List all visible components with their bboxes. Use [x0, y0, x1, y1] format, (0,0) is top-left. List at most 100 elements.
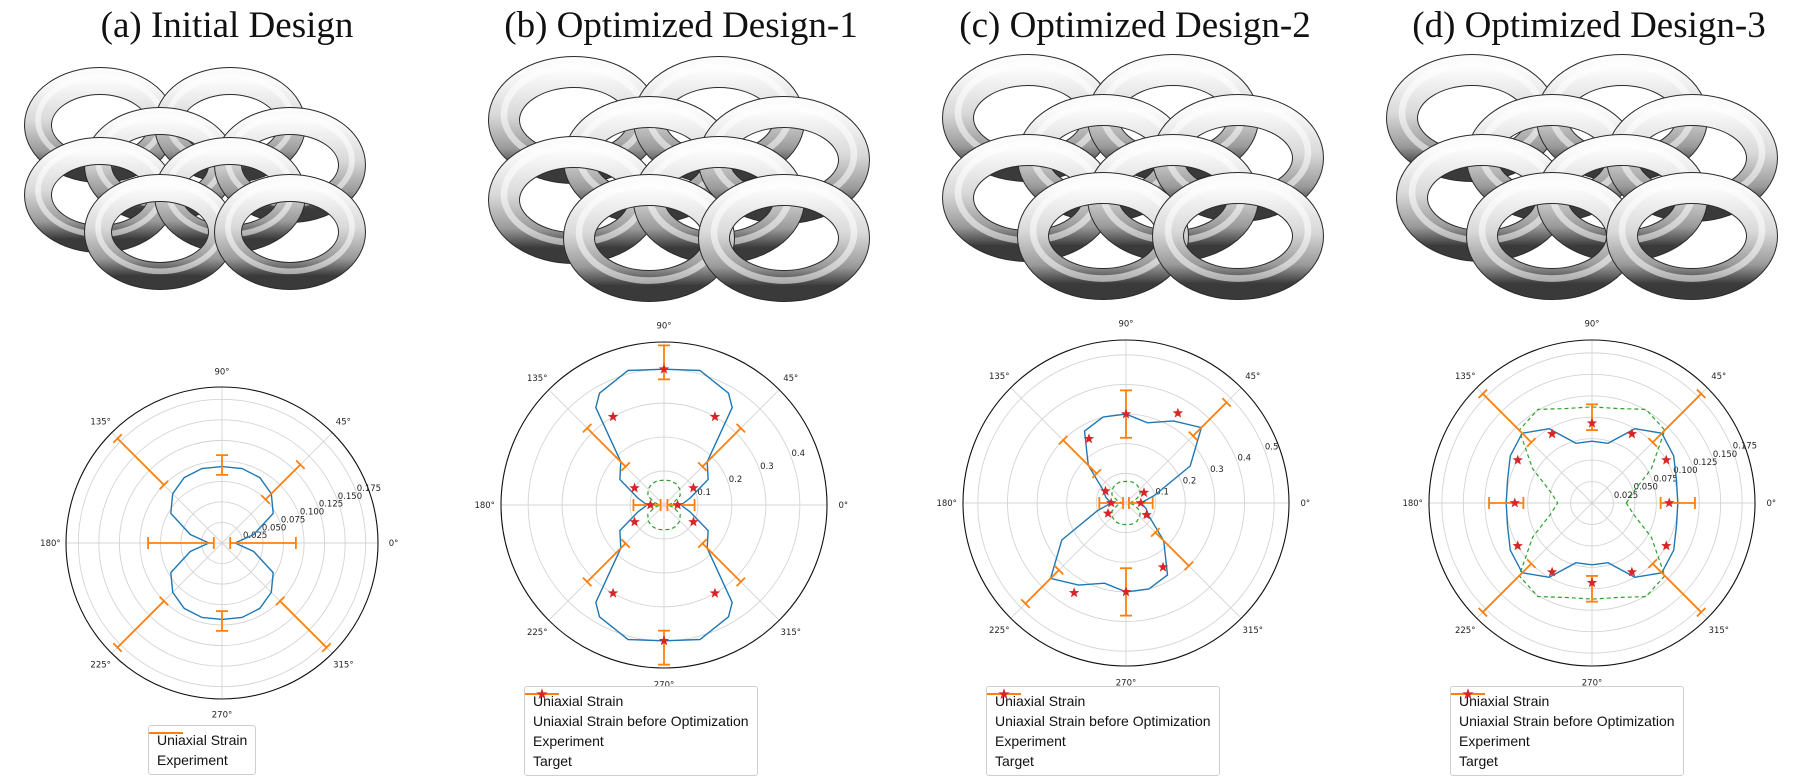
experiment-errorbar-cap — [1054, 565, 1064, 575]
legend-label: Target — [995, 753, 1034, 769]
experiment-errorbar-cap — [159, 480, 169, 490]
target-star-marker — [1626, 566, 1638, 577]
theta-tick-label: 90° — [1118, 320, 1133, 330]
experiment-errorbar-cap — [697, 461, 708, 472]
target-star-marker — [1120, 586, 1132, 597]
legend-entry-target: ★ Target — [995, 687, 1211, 771]
theta-tick-label: 225° — [527, 628, 547, 638]
target-star-marker — [1120, 408, 1132, 419]
r-tick-label: 0.075 — [281, 515, 305, 525]
theta-tick-label: 270° — [1582, 678, 1602, 688]
theta-tick-label: 180° — [40, 539, 60, 549]
theta-tick-label: 180° — [1402, 499, 1422, 509]
r-tick-label: 0.1 — [1155, 488, 1169, 498]
polar-frame — [65, 386, 379, 700]
panel-title: (c) Optimized Design-2 — [959, 5, 1311, 46]
experiment-errorbar-cap — [735, 423, 746, 434]
theta-tick-label: 0° — [1300, 499, 1310, 509]
experiment-errorbar-cap — [582, 423, 593, 434]
torus-ring — [1606, 172, 1778, 300]
target-star-marker — [629, 482, 640, 493]
r-tick-label: 0.025 — [243, 531, 267, 541]
legend-label: Experiment — [1459, 733, 1530, 749]
chart-legend: Uniaxial Strain Uniaxial Strain before O… — [524, 686, 758, 776]
experiment-errorbar-cap — [1647, 437, 1658, 448]
chain-mail-rendering — [24, 67, 366, 290]
experiment-errorbar-cap — [275, 596, 285, 606]
r-tick-label: 0.4 — [791, 449, 805, 459]
experiment-errorbar — [116, 600, 165, 649]
legend-label: Uniaxial Strain — [995, 693, 1086, 709]
r-tick-label: 0.125 — [1693, 458, 1717, 468]
target-star-marker — [1141, 509, 1152, 520]
experiment-errorbar-cap — [112, 433, 123, 444]
legend-label: Target — [1459, 753, 1498, 769]
r-tick-label: 0.025 — [1614, 491, 1638, 501]
target-star-marker — [645, 499, 656, 510]
experiment-errorbar-cap — [1526, 558, 1537, 569]
chart-legend: Uniaxial Strain Experiment — [148, 725, 257, 775]
theta-tick-label: 225° — [989, 626, 1009, 636]
target-star-marker — [1664, 497, 1675, 508]
legend-label: Uniaxial Strain — [1459, 693, 1550, 709]
legend-label: Experiment — [533, 733, 604, 749]
experiment-errorbar — [1024, 569, 1060, 605]
theta-tick-label: 135° — [1455, 372, 1475, 382]
target-star-marker — [1135, 497, 1146, 508]
target-star-marker — [672, 499, 683, 510]
panel-optimized-design-1: (b) Optimized Design-1 0° 45° 90° 135° 180° 2… — [454, 0, 908, 782]
theta-tick-label: 135° — [90, 418, 110, 428]
target-star-marker — [1068, 587, 1080, 598]
r-tick-label: 0.125 — [319, 500, 343, 510]
legend-entry-model: Uniaxial Strain — [987, 691, 1211, 711]
legend-entry-experiment: Experiment — [987, 693, 1211, 751]
experiment-errorbar — [1652, 563, 1702, 613]
theta-tick-label: 90° — [656, 322, 671, 332]
target-star-marker — [607, 587, 619, 598]
polar-frame — [962, 339, 1290, 667]
r-tick-label: 0.100 — [1673, 466, 1697, 476]
r-tick-label: 0.3 — [760, 462, 774, 472]
experiment-errorbar-cap — [1696, 607, 1707, 618]
svg-text:★: ★ — [997, 687, 1010, 701]
experiment-errorbar-cap — [1188, 431, 1198, 441]
theta-tick-label: 270° — [654, 680, 674, 690]
theta-tick-label: 180° — [474, 501, 494, 511]
torus-ring — [1152, 172, 1324, 300]
target-star-marker — [658, 363, 670, 374]
legend-label: Uniaxial Strain before Optimization — [533, 713, 749, 729]
legend-label: Uniaxial Strain before Optimization — [995, 713, 1211, 729]
experiment-errorbar-cap — [1647, 558, 1658, 569]
theta-tick-label: 0° — [389, 539, 399, 549]
r-tick-label: 0.175 — [357, 484, 381, 494]
target-star-marker — [629, 516, 640, 527]
polar-chart: 0°45°90°135°180°225°270°315°0.0250.0500.… — [40, 367, 399, 720]
theta-tick-label: 90° — [214, 367, 229, 377]
panel-optimized-design-2: (c) Optimized Design-2 0° 45° 90° 135° 180° 2… — [908, 0, 1362, 782]
experiment-errorbar — [1482, 393, 1532, 443]
legend-entry-before: Uniaxial Strain before Optimization — [987, 693, 1211, 731]
r-tick-label: 0.2 — [729, 475, 743, 485]
panel-initial-design: (a) Initial Design 0° 45° 90° 135° 180° 225° 2… — [0, 0, 454, 782]
experiment-errorbar-cap — [321, 642, 332, 653]
chain-mail-rendering — [942, 54, 1324, 300]
theta-tick-label: 180° — [936, 499, 956, 509]
experiment-errorbar-cap — [1526, 437, 1537, 448]
r-tick-label: 0.2 — [1183, 476, 1197, 486]
r-tick-label: 0.150 — [1713, 450, 1737, 460]
legend-entry-before: Uniaxial Strain before Optimization — [525, 693, 749, 731]
target-star-marker — [1138, 487, 1150, 498]
svg-text:★: ★ — [535, 687, 548, 701]
theta-tick-label: 45° — [1711, 372, 1726, 382]
target-star-marker — [1509, 497, 1520, 508]
series-line-before-optimization — [647, 479, 681, 531]
experiment-errorbar-cap — [1696, 388, 1707, 399]
experiment-errorbar-cap — [112, 642, 123, 653]
target-star-marker — [688, 482, 699, 493]
target-star-marker — [709, 587, 721, 598]
target-star-marker — [1586, 577, 1598, 588]
target-star-marker — [1661, 540, 1672, 551]
theta-tick-label: 135° — [989, 372, 1009, 382]
target-star-marker — [1546, 566, 1558, 577]
experiment-errorbar-cap — [260, 494, 271, 505]
